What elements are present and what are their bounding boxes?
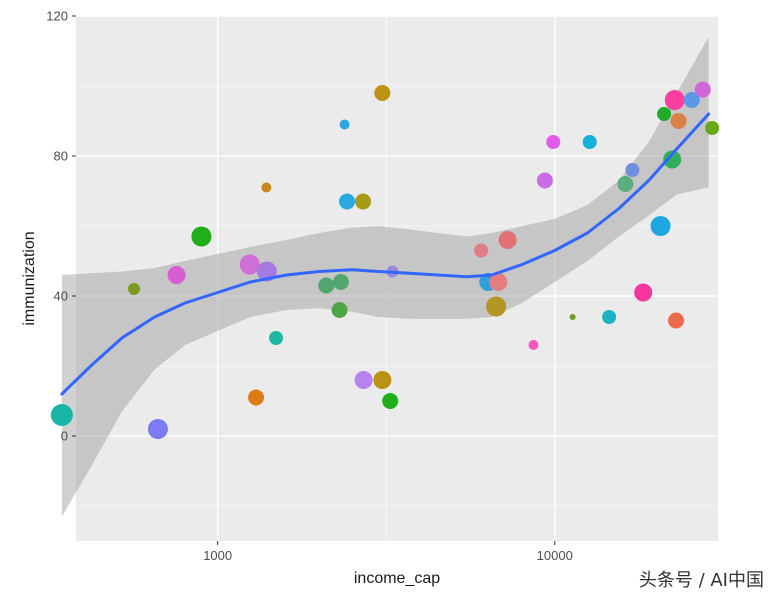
x-tick-label: 1000 <box>203 548 232 563</box>
data-point <box>489 273 508 291</box>
y-axis-ticks: 0 40 80 120 <box>46 9 76 444</box>
data-point <box>269 331 284 345</box>
data-point <box>617 176 634 192</box>
y-tick-label: 40 <box>54 289 68 304</box>
watermark-text: 头条号 / AI中国 <box>639 570 764 591</box>
data-point <box>191 226 212 247</box>
data-point <box>602 310 617 324</box>
data-point <box>536 172 553 189</box>
data-point <box>50 404 73 426</box>
smooth-trend-line <box>60 112 711 396</box>
data-point <box>650 216 671 236</box>
data-point <box>382 393 399 409</box>
data-point <box>694 81 711 98</box>
data-point <box>239 254 260 275</box>
data-point <box>683 92 700 108</box>
data-point <box>167 266 186 284</box>
data-point <box>582 135 597 149</box>
x-axis-title: income_cap <box>354 570 440 587</box>
data-point <box>248 389 265 406</box>
data-points-layer <box>50 81 720 439</box>
data-point <box>546 135 561 149</box>
data-point <box>354 371 373 389</box>
data-point <box>569 314 576 320</box>
data-point <box>474 243 489 258</box>
data-point <box>664 90 685 110</box>
smooth-line-layer <box>60 112 711 396</box>
data-point <box>668 312 685 329</box>
data-point <box>331 302 348 318</box>
confidence-band-layer <box>61 37 709 517</box>
data-point <box>339 193 356 210</box>
data-point <box>705 121 720 135</box>
data-point <box>355 193 372 210</box>
data-point <box>625 163 640 177</box>
data-point <box>318 277 335 294</box>
data-point <box>373 371 392 389</box>
y-tick-label: 80 <box>54 149 68 164</box>
data-point <box>670 113 687 129</box>
x-axis-ticks: 1000 10000 <box>203 541 573 563</box>
data-point <box>332 274 349 290</box>
data-point <box>528 340 539 350</box>
data-point <box>261 182 272 193</box>
data-point <box>339 119 350 130</box>
data-point <box>663 150 682 169</box>
data-point <box>128 283 141 295</box>
data-point <box>498 231 517 249</box>
data-point <box>657 107 672 121</box>
data-point <box>147 419 168 439</box>
y-tick-label: 0 <box>61 429 68 444</box>
data-point <box>374 85 391 101</box>
data-point <box>486 296 507 317</box>
y-axis-title: immunization <box>21 231 38 325</box>
data-point <box>634 283 653 302</box>
y-tick-label: 120 <box>46 9 68 24</box>
x-tick-label: 10000 <box>537 548 573 563</box>
confidence-band <box>61 37 709 517</box>
grid-lines <box>76 15 718 541</box>
